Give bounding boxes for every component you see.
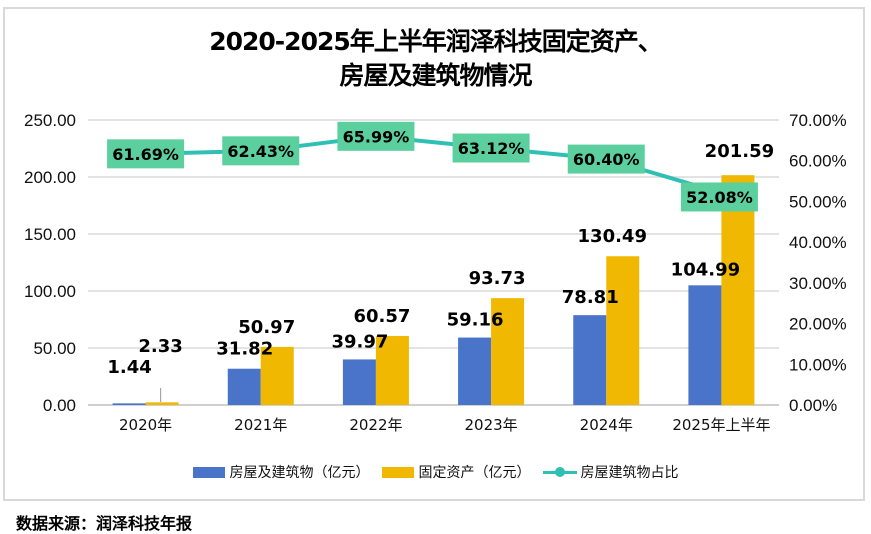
legend-label-fixed-assets: 固定资产（亿元）: [418, 465, 531, 481]
chart-title-line1: 2020-2025年上半年润泽科技固定资产、: [209, 27, 663, 56]
bar-fixed-assets: [375, 335, 409, 405]
ratio-label-box: [452, 133, 530, 163]
bar-fixed-assets: [721, 175, 755, 405]
data-label-ratio: 60.40%: [573, 150, 640, 169]
bar-fixed-assets: [606, 256, 640, 405]
data-label-ratio: 61.69%: [112, 145, 179, 164]
data-label-ratio: 65.99%: [343, 127, 410, 146]
x-category-label: 2022年: [349, 416, 402, 434]
data-label-fixed-assets: 130.49: [578, 226, 647, 247]
data-label-fixed-assets: 93.73: [469, 268, 526, 289]
x-category-label: 2023年: [464, 416, 517, 434]
y-right-tick-label: 30.00%: [789, 274, 847, 293]
legend-item-ratio[interactable]: 房屋建筑物占比: [542, 462, 679, 482]
data-label-buildings: 39.97: [331, 331, 388, 352]
y-left-tick-label: 250.00: [24, 111, 76, 130]
data-source-note: 数据来源：润泽科技年报: [16, 514, 193, 533]
data-label-buildings: 104.99: [671, 259, 740, 280]
y-right-tick-label: 0.00%: [789, 396, 837, 415]
bar-buildings: [227, 368, 261, 405]
legend-swatch-buildings: [192, 466, 225, 478]
data-label-buildings: 78.81: [562, 287, 619, 308]
y-right-tick-label: 10.00%: [789, 355, 847, 374]
legend-label-buildings: 房屋及建筑物（亿元）: [229, 465, 370, 481]
chart-frame: [3, 7, 865, 501]
data-label-ratio: 62.43%: [227, 142, 294, 161]
bar-fixed-assets: [491, 298, 525, 405]
bar-buildings: [112, 403, 146, 405]
data-label-fixed-assets: 60.57: [353, 306, 410, 327]
data-label-buildings: 59.16: [447, 310, 504, 331]
legend-swatch-ratio-line: [542, 467, 577, 477]
bar-fixed-assets: [260, 346, 294, 405]
legend-swatch-fixed-assets: [381, 466, 414, 478]
data-label-fixed-assets: 201.59: [705, 141, 774, 162]
bar-buildings: [342, 359, 376, 405]
bar-buildings: [573, 315, 607, 405]
bar-buildings: [458, 337, 492, 405]
data-label-ratio: 52.08%: [686, 188, 753, 207]
chart-title-line2: 房屋及建筑物情况: [339, 61, 532, 90]
x-category-label: 2020年: [119, 416, 172, 434]
bar-buildings: [688, 285, 722, 405]
y-left-tick-label: 100.00: [24, 282, 76, 301]
data-label-fixed-assets: 50.97: [238, 317, 295, 338]
ratio-label-box: [567, 144, 645, 174]
y-right-tick-label: 40.00%: [789, 233, 847, 252]
y-left-tick-label: 150.00: [24, 225, 76, 244]
ratio-label-box: [680, 182, 758, 212]
legend-item-buildings[interactable]: 房屋及建筑物（亿元）: [192, 462, 370, 482]
y-left-tick-label: 50.00: [33, 339, 76, 358]
x-category-label: 2021年: [234, 416, 287, 434]
bar-fixed-assets: [145, 402, 179, 405]
chart-legend: 房屋及建筑物（亿元） 固定资产（亿元） 房屋建筑物占比: [0, 462, 871, 482]
y-left-tick-label: 200.00: [24, 168, 76, 187]
y-right-tick-label: 50.00%: [789, 192, 847, 211]
ratio-label-box: [222, 136, 300, 166]
legend-item-fixed-assets[interactable]: 固定资产（亿元）: [381, 462, 531, 482]
legend-label-ratio: 房屋建筑物占比: [580, 465, 679, 481]
data-label-fixed-assets: 2.33: [138, 336, 182, 357]
y-right-tick-label: 20.00%: [789, 315, 847, 334]
ratio-label-box: [107, 139, 185, 169]
data-label-buildings: 31.82: [216, 339, 273, 360]
x-category-label: 2025年上半年: [672, 416, 770, 434]
x-category-label: 2024年: [580, 416, 633, 434]
y-right-tick-label: 70.00%: [789, 111, 847, 130]
data-label-ratio: 63.12%: [458, 139, 525, 158]
ratio-label-box: [337, 121, 415, 151]
y-left-tick-label: 0.00: [43, 396, 76, 415]
y-right-tick-label: 60.00%: [789, 152, 847, 171]
data-label-buildings: 1.44: [107, 357, 151, 378]
